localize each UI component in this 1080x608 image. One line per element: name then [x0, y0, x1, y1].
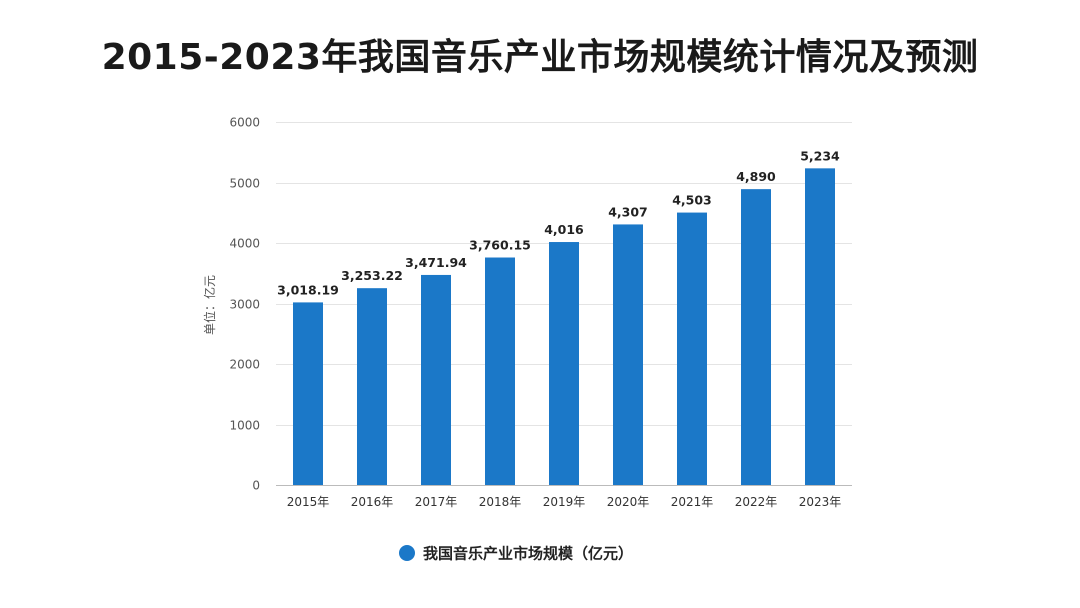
y-tick-label: 3000	[229, 298, 260, 312]
x-tick-label: 2019年	[543, 495, 586, 509]
y-tick-label: 6000	[229, 116, 260, 130]
bar	[357, 288, 387, 485]
bar	[293, 302, 323, 485]
y-tick-label: 2000	[229, 358, 260, 372]
data-label: 4,890	[736, 169, 776, 184]
x-tick-label: 2017年	[415, 495, 458, 509]
data-label: 4,307	[608, 204, 648, 219]
bar	[741, 189, 771, 485]
bar	[677, 212, 707, 486]
y-axis-ticks: 0 1000 2000 3000 4000 5000 6000	[229, 116, 260, 493]
y-axis-label: 单位：亿元	[202, 275, 217, 335]
data-label: 3,471.94	[405, 255, 467, 270]
bar	[485, 257, 515, 485]
chart-title: 2015-2023年我国音乐产业市场规模统计情况及预测	[101, 37, 979, 78]
bar	[613, 224, 643, 485]
data-label: 3,018.19	[277, 282, 339, 297]
data-labels: 3,018.193,253.223,471.943,760.15 4,016 4,3…	[277, 148, 840, 297]
x-tick-label: 2021年	[671, 495, 714, 509]
bar	[421, 274, 451, 485]
bar	[549, 242, 579, 485]
x-axis-ticks: 2015年 2016年 2017年 2018年 2019年 2020年 2021年 2022年…	[287, 495, 842, 509]
y-tick-label: 5000	[229, 177, 260, 191]
x-tick-label: 2015年	[287, 495, 330, 509]
data-label: 3,253.22	[341, 268, 403, 283]
data-label: 5,234	[800, 148, 840, 163]
legend-marker	[399, 545, 415, 561]
x-tick-label: 2023年	[799, 495, 842, 509]
legend: 我国音乐产业市场规模（亿元）	[399, 545, 633, 563]
y-tick-label: 4000	[229, 237, 260, 251]
x-tick-label: 2018年	[479, 495, 522, 509]
x-tick-label: 2016年	[351, 495, 394, 509]
y-tick-label: 1000	[229, 419, 260, 433]
data-label: 4,016	[544, 222, 584, 237]
bars	[293, 168, 835, 486]
data-label: 3,760.15	[469, 238, 531, 253]
x-tick-label: 2022年	[735, 495, 778, 509]
bar	[805, 168, 835, 485]
data-label: 4,503	[672, 193, 712, 208]
y-tick-label: 0	[252, 479, 260, 493]
x-tick-label: 2020年	[607, 495, 650, 509]
legend-label: 我国音乐产业市场规模（亿元）	[423, 545, 633, 563]
